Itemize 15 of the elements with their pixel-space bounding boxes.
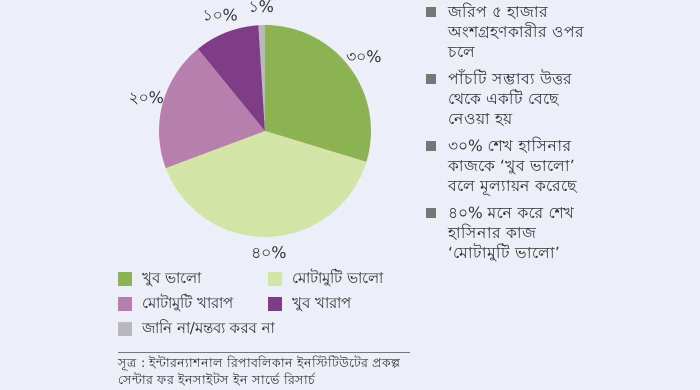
legend-label: মোটামুটি খারাপ	[142, 292, 233, 314]
data-label: ১০%	[202, 6, 238, 25]
text: জরিপ ৫ হাজার অংশগ্রহণকারীর ওপর চলে	[448, 2, 585, 62]
data-label: ৪০%	[251, 243, 286, 262]
legend-label: মোটামুটি ভালো	[292, 268, 383, 289]
text: ৪০% মনে করে শেখ হাসিনার কাজ ‘মোটামুটি ভালো’	[448, 203, 576, 263]
legend-label: খুব ভালো	[142, 268, 201, 289]
legend-label: খুব খারাপ	[292, 293, 351, 314]
text: ৩০% শেখ হাসিনার কাজকে ‘খুব ভালো’ বলে মূল্যায়ন করেছে	[448, 136, 578, 196]
data-label: ৩০%	[346, 46, 382, 66]
data-label: ১%	[248, 0, 274, 16]
data-label: ২০%	[128, 88, 164, 108]
text: সূত্র : ইন্টারন্যাশনাল রিপাবলিকান ইনস্টিটিউটের প্রকল্প সেন্টার ফর ইনসাইটস ইন সার্ভে রিসার্চ	[118, 354, 402, 388]
legend-label: জানি না/মন্তব্য করব না	[142, 318, 274, 339]
text: পাঁচটি সম্ভাব্য উত্তর থেকে একটি বেছে নেওয়া হয়	[448, 69, 573, 129]
